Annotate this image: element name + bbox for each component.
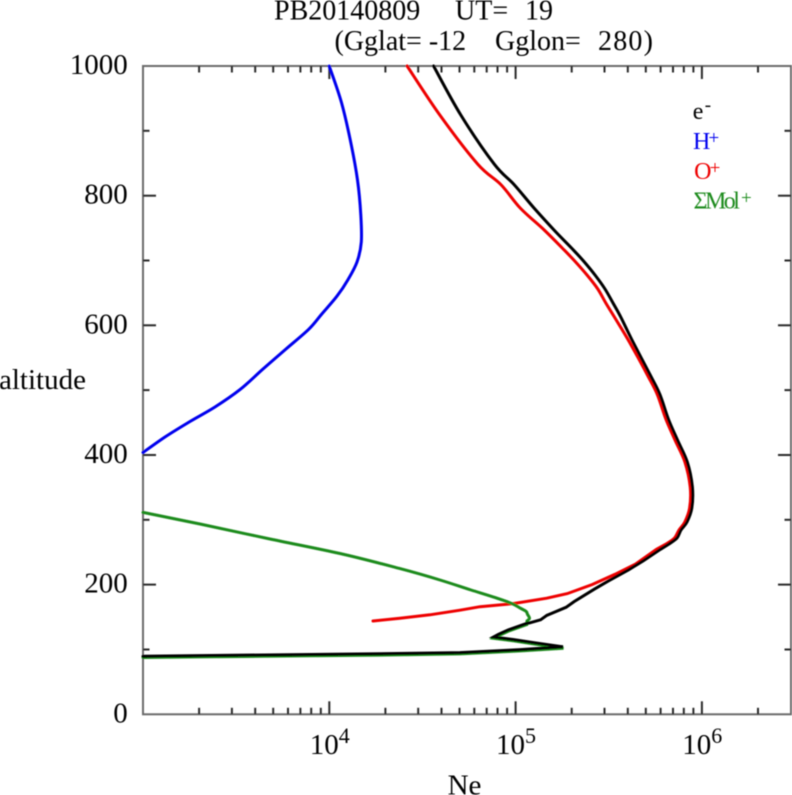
svg-text:UT=: UT=	[455, 0, 508, 27]
svg-text:19: 19	[525, 0, 553, 27]
svg-text:1000: 1000	[70, 49, 128, 81]
svg-text:altitude: altitude	[0, 364, 86, 396]
svg-text:(Gglat= -12: (Gglat= -12	[335, 26, 467, 57]
svg-text:PB20140809: PB20140809	[274, 0, 420, 27]
svg-text:0: 0	[113, 697, 128, 729]
svg-text:Ne: Ne	[448, 770, 482, 795]
svg-text:600: 600	[84, 308, 128, 340]
svg-text:200: 200	[84, 568, 128, 600]
svg-text:Gglon=: Gglon=	[495, 26, 581, 57]
svg-text:800: 800	[84, 179, 128, 211]
svg-text:400: 400	[84, 438, 128, 470]
svg-text:280): 280)	[598, 26, 654, 57]
